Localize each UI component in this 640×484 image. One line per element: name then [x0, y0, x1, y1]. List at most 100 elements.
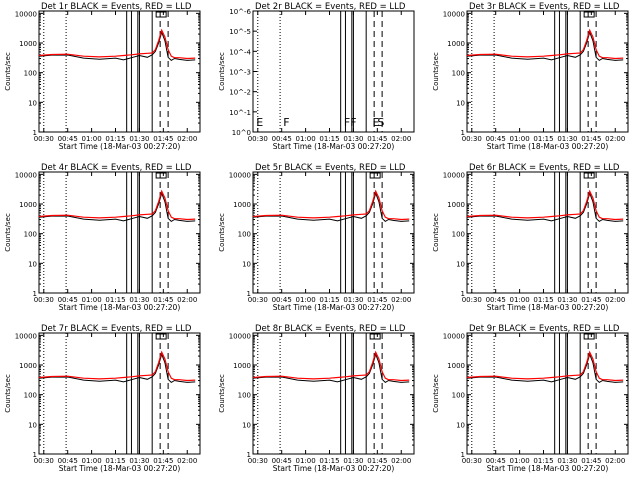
plot-frame: [38, 171, 201, 294]
y-tick-label: 100: [24, 70, 37, 78]
series-line-lld: [466, 350, 624, 382]
y-tick-label: 1000: [447, 201, 465, 209]
plot-frame: [38, 10, 201, 133]
flag-label: E: [256, 116, 263, 129]
y-tick-label: 100: [24, 231, 37, 239]
x-tick-label: 01:45: [153, 457, 173, 465]
x-tick-label: 01:30: [129, 457, 149, 465]
y-axis-label: Counts/sec: [218, 213, 226, 252]
x-tick-label: 00:30: [248, 457, 268, 465]
x-tick-label: 02:00: [177, 296, 197, 304]
y-tick-label: 1000: [447, 362, 465, 370]
y-tick-label: 10: [28, 99, 37, 107]
x-tick-label: 01:00: [82, 457, 102, 465]
plot-frame: [466, 332, 629, 455]
series-line-lld: [466, 189, 624, 221]
plot-frame: [466, 171, 629, 294]
x-axis-label: Start Time (18-Mar-03 00:27:20): [487, 464, 609, 473]
x-tick-label: 00:45: [486, 457, 506, 465]
series-line-lld: [38, 350, 196, 382]
panel-title: Det 3r BLACK = Events, RED = LLD: [469, 2, 620, 12]
top-box-marker: [583, 333, 595, 340]
series-line-lld: [252, 350, 410, 382]
y-tick-label: 1000: [19, 40, 37, 48]
y-axis-label: Counts/sec: [432, 213, 440, 252]
x-tick-label: 00:45: [272, 457, 292, 465]
x-tick-label: 00:30: [462, 296, 482, 304]
y-tick-label: 1: [33, 129, 37, 137]
flag-label: S: [377, 116, 384, 129]
flag-label: F: [344, 116, 350, 129]
x-tick-label: 00:45: [486, 296, 506, 304]
y-tick-label: 10000: [229, 332, 251, 340]
y-tick-label: 10: [242, 421, 251, 429]
top-box-marker: [369, 333, 381, 340]
y-tick-label: 10^-1: [229, 109, 251, 117]
y-tick-label: 10000: [443, 332, 465, 340]
panel-det-2: Det 2r BLACK = Events, RED = LLD 00:30 00:…: [218, 2, 415, 151]
top-box-marker: [155, 333, 167, 340]
x-tick-label: 02:00: [605, 296, 625, 304]
y-tick-label: 10^-2: [229, 89, 251, 97]
y-tick-label: 10^-3: [229, 69, 251, 77]
x-axis-label: Start Time (18-Mar-03 00:27:20): [59, 464, 181, 473]
panel-title: Det 8r BLACK = Events, RED = LLD: [255, 324, 406, 334]
y-tick-label: 10000: [15, 171, 37, 179]
x-tick-label: 01:45: [581, 457, 601, 465]
x-axis-label: Start Time (18-Mar-03 00:27:20): [487, 303, 609, 312]
y-tick-label: 10000: [15, 332, 37, 340]
x-tick-label: 02:00: [391, 296, 411, 304]
x-tick-label: 00:45: [486, 135, 506, 143]
y-tick-label: 10000: [443, 171, 465, 179]
x-tick-label: 01:15: [105, 457, 125, 465]
x-tick-label: 00:45: [272, 135, 292, 143]
x-tick-label: 01:45: [367, 457, 387, 465]
y-tick-label: 1000: [233, 362, 251, 370]
x-axis-label: Start Time (18-Mar-03 00:27:20): [273, 464, 395, 473]
x-axis-label: Start Time (18-Mar-03 00:27:20): [273, 303, 395, 312]
x-tick-label: 00:30: [248, 296, 268, 304]
x-tick-label: 01:30: [343, 457, 363, 465]
top-box-marker: [583, 172, 595, 179]
y-tick-label: 10: [242, 260, 251, 268]
y-tick-label: 1: [461, 290, 465, 298]
x-tick-label: 01:15: [533, 296, 553, 304]
series-line-lld: [466, 28, 624, 60]
series-line-events: [38, 30, 196, 62]
x-axis-label: Start Time (18-Mar-03 00:27:20): [59, 303, 181, 312]
x-tick-label: 01:15: [319, 135, 339, 143]
y-tick-label: 10: [456, 421, 465, 429]
y-axis-label: Counts/sec: [218, 374, 226, 413]
y-tick-label: 10000: [443, 10, 465, 18]
series-line-events: [38, 191, 196, 223]
x-tick-label: 02:00: [391, 457, 411, 465]
panel-title: Det 2r BLACK = Events, RED = LLD: [255, 2, 406, 12]
flag-label: F: [283, 116, 289, 129]
y-tick-label: 1000: [233, 201, 251, 209]
x-tick-label: 01:00: [82, 296, 102, 304]
x-tick-label: 00:30: [34, 457, 54, 465]
y-axis-label: Counts/sec: [4, 213, 12, 252]
x-tick-label: 00:45: [58, 457, 78, 465]
y-tick-label: 10: [456, 99, 465, 107]
series-line-events: [252, 191, 410, 223]
x-tick-label: 02:00: [391, 135, 411, 143]
x-tick-label: 01:30: [557, 135, 577, 143]
y-tick-label: 10: [28, 260, 37, 268]
x-tick-label: 01:30: [343, 135, 363, 143]
y-tick-label: 1: [33, 451, 37, 459]
y-axis-label: Counts/sec: [4, 52, 12, 91]
panel-det-3: Det 3r BLACK = Events, RED = LLD 00:30 00:…: [432, 2, 629, 151]
series-line-events: [466, 191, 624, 223]
x-tick-label: 00:45: [272, 296, 292, 304]
series-line-lld: [38, 189, 196, 221]
panel-det-8: Det 8r BLACK = Events, RED = LLD 00:30 00:…: [218, 324, 415, 473]
x-tick-label: 01:45: [367, 135, 387, 143]
y-tick-label: 10^-5: [229, 28, 251, 36]
y-tick-label: 1: [247, 290, 251, 298]
y-tick-label: 1: [461, 451, 465, 459]
panel-det-5: Det 5r BLACK = Events, RED = LLD 00:30 00:…: [218, 163, 415, 312]
y-tick-label: 10: [28, 421, 37, 429]
plot-frame: [466, 10, 629, 133]
x-tick-label: 01:45: [153, 296, 173, 304]
